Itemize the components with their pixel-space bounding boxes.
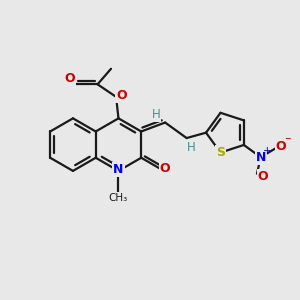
Text: O: O	[276, 140, 286, 153]
Text: O: O	[116, 89, 127, 102]
Text: ⁻: ⁻	[284, 136, 291, 148]
Text: O: O	[258, 169, 268, 183]
Text: CH₃: CH₃	[109, 193, 128, 203]
Text: O: O	[160, 162, 170, 175]
Text: N: N	[113, 163, 124, 176]
Text: +: +	[263, 146, 272, 156]
Text: S: S	[216, 146, 225, 159]
Text: H: H	[187, 141, 196, 154]
Text: N: N	[256, 151, 266, 164]
Text: O: O	[65, 72, 75, 86]
Text: H: H	[152, 108, 161, 121]
